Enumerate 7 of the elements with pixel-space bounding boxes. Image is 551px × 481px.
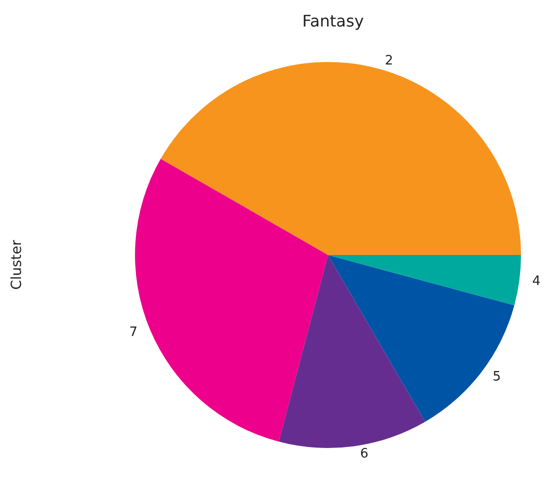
slice-label: 5	[492, 370, 501, 385]
slice-label: 7	[129, 325, 138, 340]
slice-label: 4	[532, 274, 541, 289]
slice-label: 2	[384, 53, 394, 68]
chart-title: Fantasy	[302, 12, 364, 30]
text: Cluster	[9, 240, 25, 290]
slice-label: 6	[360, 446, 368, 462]
